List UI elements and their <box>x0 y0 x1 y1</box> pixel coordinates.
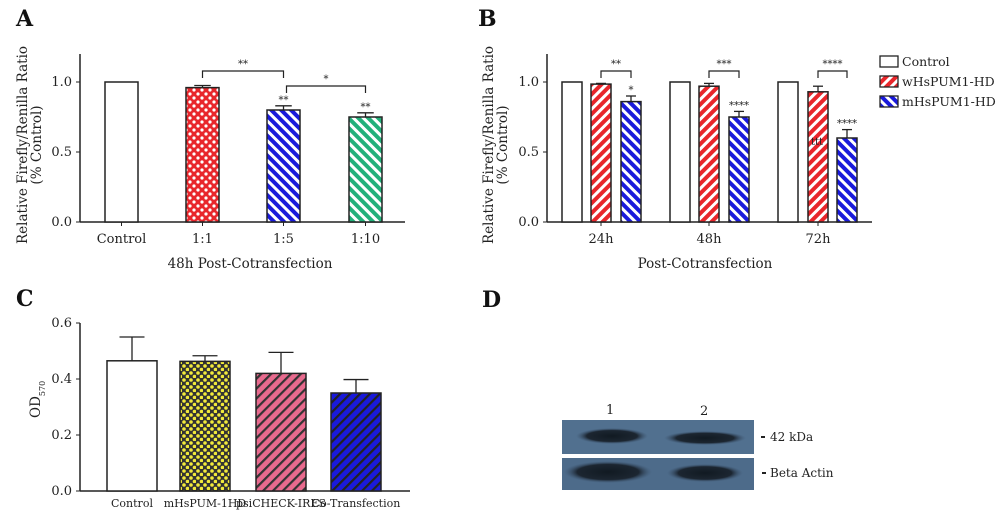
x-tick-label: 24h <box>589 232 615 247</box>
bar <box>266 109 301 223</box>
panel-label-b: B <box>478 6 497 32</box>
bar <box>590 83 612 223</box>
bar <box>669 81 691 223</box>
x-tick-label: 1:10 <box>351 232 380 247</box>
band-actin-lane1 <box>564 461 652 483</box>
x-tick-label: psiCHECK-IRES <box>236 497 326 510</box>
y-axis-label: (% Control) <box>29 105 45 184</box>
legend-swatch <box>879 75 899 88</box>
bar <box>330 392 382 492</box>
legend-swatch <box>879 55 899 68</box>
significance-label: * <box>629 85 634 96</box>
y-axis-label: (% Control) <box>495 105 511 184</box>
y-tick-label: 0.0 <box>51 215 72 230</box>
legend-label: mHsPUM1-HD <box>902 94 996 109</box>
marker-tick <box>761 436 765 438</box>
x-tick-label: Control <box>97 232 147 247</box>
significance-label: * <box>324 74 329 85</box>
y-axis-label-subscript: 570 <box>38 381 47 396</box>
bar <box>561 81 583 223</box>
y-tick-label: 0.5 <box>51 145 72 160</box>
x-tick-label: 1:1 <box>192 232 213 247</box>
band-label-42kda: 42 kDa <box>770 430 813 444</box>
significance-bracket <box>817 70 848 78</box>
y-axis-label: Relative Firefly/Renilla Ratio <box>15 46 31 244</box>
significance-label: *** <box>717 59 732 70</box>
y-tick-label: 0.2 <box>51 428 72 443</box>
significance-bracket <box>285 85 367 93</box>
bar <box>807 91 829 223</box>
legend-label: wHsPUM1-HD <box>902 74 995 89</box>
significance-label: ** <box>238 59 248 70</box>
panel-label-d: D <box>482 287 501 313</box>
marker-tick <box>762 472 766 474</box>
x-tick-label: 48h <box>697 232 723 247</box>
band-actin-lane2 <box>667 464 743 482</box>
panel-label-a: A <box>15 6 34 32</box>
x-tick-label: 72h <box>806 232 832 247</box>
stray-text: ttt <box>811 137 823 148</box>
y-tick-label: 1.0 <box>518 75 539 90</box>
significance-bracket <box>600 70 632 78</box>
chart-b: 0.00.51.0*24h******48h*******72h****tttP… <box>481 46 996 272</box>
y-tick-label: 1.0 <box>51 75 72 90</box>
band-42kda-lane1 <box>576 428 648 444</box>
x-tick-label: 1:5 <box>273 232 294 247</box>
chart-c: 0.0 0.2 0.4 0.6 Control mHsPUM-1HDpsiCHECK-IR… <box>28 316 410 510</box>
band-label-beta-actin: Beta Actin <box>770 466 834 480</box>
significance-label: **** <box>837 119 857 130</box>
y-tick-label: 0.0 <box>518 215 539 230</box>
significance-label: ** <box>279 95 289 106</box>
bar <box>728 116 750 223</box>
legend-label: Control <box>902 54 950 69</box>
lane-label-1: 1 <box>606 403 614 418</box>
x-tick-label: mHsPUM-1HD <box>164 497 247 510</box>
bar <box>104 81 139 223</box>
significance-label: **** <box>823 59 843 70</box>
panel-label-c: C <box>16 286 34 312</box>
lane-label-2: 2 <box>700 404 708 419</box>
bar <box>348 116 383 223</box>
x-tick-label: Control <box>111 497 153 510</box>
bar <box>106 360 158 492</box>
y-tick-label: 0.0 <box>51 484 72 499</box>
y-axis-label: Relative Firefly/Renilla Ratio <box>481 46 497 244</box>
significance-label: ** <box>361 102 371 113</box>
x-axis-label: Post-Cotransfection <box>638 256 773 272</box>
x-axis-label: 48h Post-Cotransfection <box>168 256 333 272</box>
bar <box>836 137 858 223</box>
y-tick-label: 0.6 <box>51 316 72 331</box>
y-tick-label: 0.4 <box>51 372 72 387</box>
bar <box>777 81 799 223</box>
bar <box>185 86 220 223</box>
western-blot: 1 2 42 kDa Beta Actin <box>562 403 834 490</box>
bar <box>255 372 307 492</box>
band-42kda-lane2 <box>664 431 746 445</box>
bar <box>179 360 231 492</box>
significance-bracket <box>201 70 285 78</box>
significance-label: ** <box>611 59 621 70</box>
y-axis-label: OD570 <box>28 381 47 418</box>
significance-label: **** <box>729 100 749 111</box>
x-tick-label: Co-Transfection <box>312 497 401 510</box>
bar <box>620 100 642 223</box>
legend-swatch <box>879 95 899 108</box>
bar <box>698 85 720 223</box>
significance-bracket <box>708 70 740 78</box>
y-tick-label: 0.5 <box>518 145 539 160</box>
